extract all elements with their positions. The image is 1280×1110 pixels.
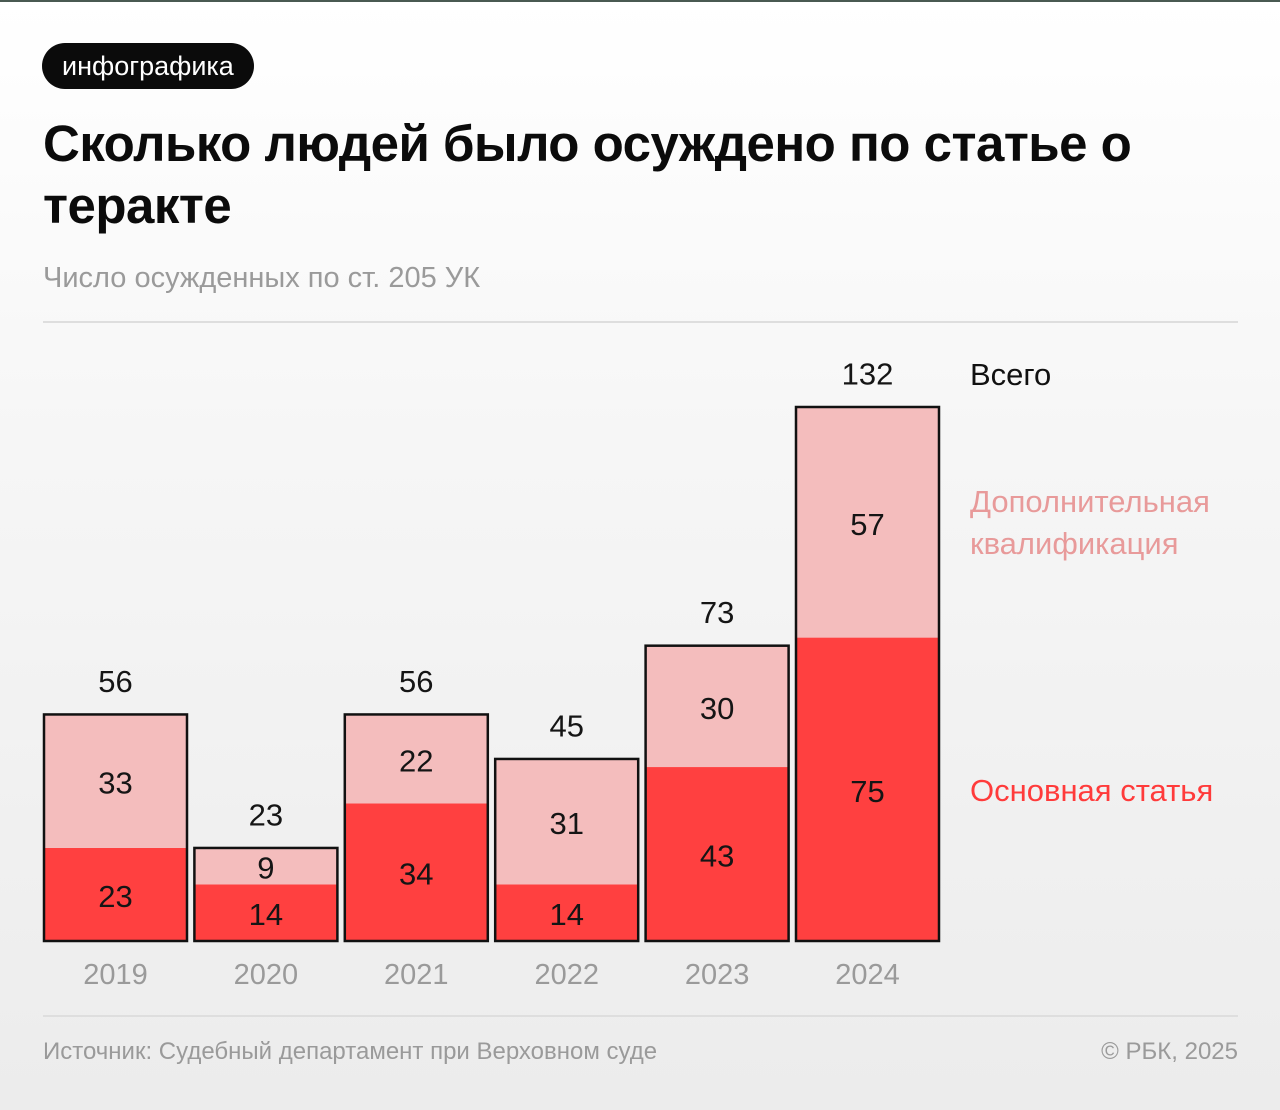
bar-extra-2023	[645, 645, 789, 768]
value-label-main-2020: 14	[249, 897, 283, 932]
value-label-extra-2021: 22	[399, 743, 433, 778]
copyright: © РБК, 2025	[1101, 1038, 1238, 1065]
value-label-extra-2023: 30	[700, 691, 734, 726]
x-tick-label-2020: 2020	[234, 959, 299, 991]
value-label-main-2024: 75	[850, 774, 884, 809]
value-label-total-2020: 23	[249, 797, 283, 832]
bar-extra-2019	[44, 714, 187, 848]
bottom-divider	[43, 1015, 1238, 1017]
top-border-line	[0, 0, 1280, 2]
bar-extra-2022	[495, 758, 639, 885]
x-tick-label-2024: 2024	[835, 959, 900, 991]
x-tick-label-2023: 2023	[685, 959, 750, 991]
value-label-extra-2019: 33	[98, 766, 132, 801]
top-divider	[43, 321, 1238, 323]
chart-subtitle: Число осужденных по ст. 205 УК	[43, 262, 481, 294]
value-label-total-2024: 132	[842, 357, 894, 392]
bar-outline-2023	[644, 644, 790, 943]
value-label-total-2021: 56	[399, 664, 433, 699]
value-label-total-2019: 56	[98, 664, 132, 699]
x-tick-label-2019: 2019	[83, 959, 148, 991]
bar-main-2019	[44, 847, 187, 941]
value-label-main-2022: 14	[549, 897, 583, 932]
bar-main-2020	[194, 884, 338, 941]
x-tick-label-2022: 2022	[534, 959, 599, 991]
bar-outline-2020	[193, 846, 339, 943]
value-label-extra-2022: 31	[549, 806, 583, 841]
value-label-total-2022: 45	[549, 708, 583, 743]
value-label-main-2023: 43	[700, 839, 734, 874]
bar-outline-2019	[42, 713, 189, 943]
bar-outline-2022	[493, 757, 640, 943]
value-label-main-2019: 23	[98, 879, 132, 914]
value-label-main-2021: 34	[399, 857, 433, 892]
legend-extra-qualification: Дополнительная квалификация	[970, 484, 1210, 561]
bar-main-2023	[645, 767, 789, 941]
bar-main-2022	[495, 884, 639, 941]
value-label-extra-2024: 57	[850, 507, 884, 542]
value-label-total-2023: 73	[700, 595, 734, 630]
bar-extra-2020	[194, 847, 338, 885]
category-badge: инфографика	[42, 43, 254, 89]
bar-main-2021	[344, 803, 488, 941]
legend-main-article: Основная статья	[970, 773, 1214, 808]
bar-main-2024	[796, 637, 939, 941]
bar-extra-2021	[344, 714, 488, 804]
source-note: Источник: Судебный департамент при Верхо…	[43, 1038, 658, 1065]
bar-extra-2024	[796, 407, 939, 638]
page-title: Сколько людей было осуждено по статье о …	[43, 115, 1132, 234]
x-tick-label-2021: 2021	[384, 959, 449, 991]
bar-outline-2024	[794, 405, 941, 943]
legend-total: Всего	[970, 357, 1052, 392]
value-label-extra-2020: 9	[257, 851, 274, 886]
bar-outline-2021	[343, 713, 490, 943]
